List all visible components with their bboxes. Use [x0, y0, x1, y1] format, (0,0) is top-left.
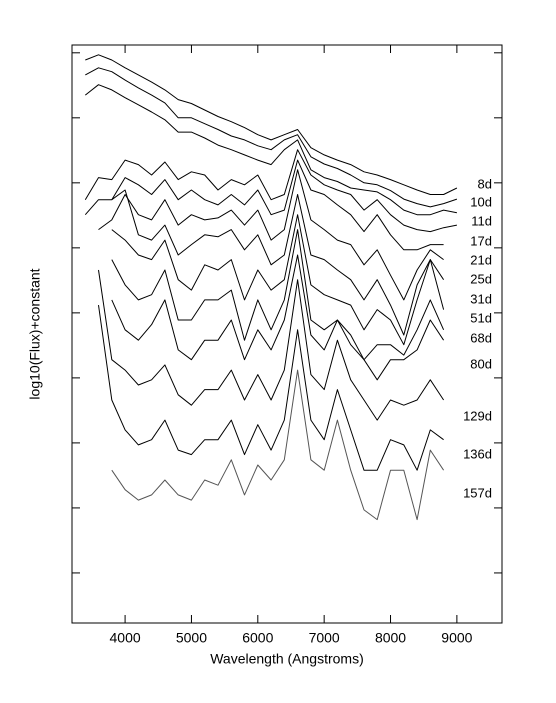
- spectrum-line: [84, 159, 444, 251]
- spectrum-line: [98, 169, 444, 301]
- spectrum-line: [111, 214, 445, 346]
- x-axis-label: Wavelength (Angstroms): [210, 651, 364, 667]
- y-axis-label: log10(Flux)+constant: [27, 268, 43, 399]
- series-label: 157d: [463, 485, 492, 500]
- series-label: 17d: [470, 233, 492, 248]
- spectrum-line: [85, 67, 458, 208]
- series-label: 136d: [463, 446, 492, 461]
- x-tick-label: 9000: [441, 630, 472, 646]
- spectrum-line: [111, 229, 445, 361]
- spectrum-line: [111, 189, 445, 336]
- series-label: 11d: [471, 213, 492, 228]
- x-tick-label: 8000: [375, 630, 406, 646]
- series-label: 51d: [470, 310, 492, 325]
- series-label: 10d: [470, 194, 492, 209]
- series-label: 21d: [470, 252, 492, 267]
- spectrum-line: [98, 269, 445, 421]
- plot-frame: [71, 44, 503, 624]
- spectrum-line: [111, 369, 445, 521]
- spectrum-line: [111, 254, 445, 381]
- spectrum-line: [84, 84, 457, 216]
- x-tick-label: 5000: [176, 630, 207, 646]
- series-label: 68d: [470, 330, 492, 345]
- x-tick-label: 6000: [242, 630, 273, 646]
- spectrum-line: [84, 149, 457, 233]
- series-label: 80d: [470, 356, 492, 371]
- series-label: 25d: [470, 271, 492, 286]
- series-label: 8d: [478, 176, 492, 191]
- x-tick-label: 7000: [309, 630, 340, 646]
- spectrum-line: [98, 305, 444, 471]
- series-label: 31d: [470, 291, 492, 306]
- spectrum-line: [85, 54, 458, 195]
- x-tick-label: 4000: [110, 630, 141, 646]
- series-label: 129d: [463, 408, 492, 423]
